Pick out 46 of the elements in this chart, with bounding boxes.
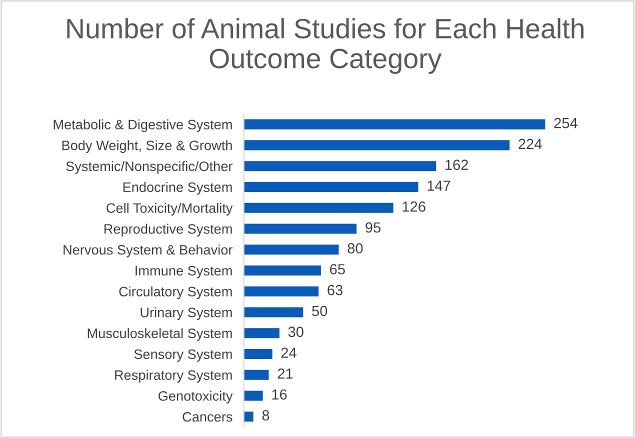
bar: [244, 119, 546, 130]
data-label: 254: [554, 118, 578, 128]
data-label: 21: [278, 368, 293, 379]
bar: [244, 244, 339, 255]
bar: [244, 224, 357, 234]
bar: [244, 412, 254, 422]
y-tick-label: Musculoskeletal System: [88, 328, 232, 341]
data-label: 80: [348, 243, 363, 254]
y-tick-label: Cell Toxicity/Mortality: [106, 202, 233, 216]
chart-title: Number of Animal Studies for Each Health Outcome Category: [67, 18, 584, 74]
bar: [244, 390, 263, 401]
data-label: 30: [288, 326, 304, 338]
y-tick-label: Metabolic & Digestive System: [54, 119, 232, 132]
y-tick-label: Cancers: [182, 412, 232, 422]
bar: [244, 182, 418, 192]
bar: [244, 286, 319, 296]
y-tick-label: Nervous System & Behavior: [64, 244, 233, 258]
y-tick-label: Sensory System: [134, 349, 232, 362]
data-label: 95: [366, 222, 380, 233]
data-label: 24: [281, 348, 296, 358]
y-tick-label: Immune System: [136, 266, 232, 278]
y-tick-label: Urinary System: [140, 307, 232, 320]
bar: [244, 307, 304, 318]
data-label: 16: [272, 389, 287, 400]
bar: [244, 140, 510, 150]
y-tick-label: Systemic/Nonspecific/Other: [66, 161, 233, 174]
y-tick-label: Genotoxicity: [158, 390, 233, 404]
y-tick-label: Body Weight, Size & Growth: [62, 140, 232, 153]
y-tick-label: Respiratory System: [115, 370, 232, 383]
data-label: 224: [518, 138, 542, 149]
data-label: 126: [402, 201, 426, 212]
bar: [244, 202, 394, 213]
data-label: 162: [445, 160, 468, 170]
data-label: 8: [262, 410, 270, 421]
data-label: 147: [428, 180, 450, 191]
bar: [244, 370, 269, 380]
data-label: 50: [312, 306, 328, 316]
data-label: 63: [328, 284, 342, 296]
bar: [244, 348, 272, 359]
y-tick-label: Reproductive System: [104, 224, 232, 236]
bar: [244, 265, 321, 276]
bar: [244, 328, 280, 338]
y-tick-label: Endocrine System: [123, 182, 232, 195]
bar: [244, 161, 436, 172]
data-label: 65: [330, 264, 345, 274]
y-tick-label: Circulatory System: [119, 286, 232, 300]
